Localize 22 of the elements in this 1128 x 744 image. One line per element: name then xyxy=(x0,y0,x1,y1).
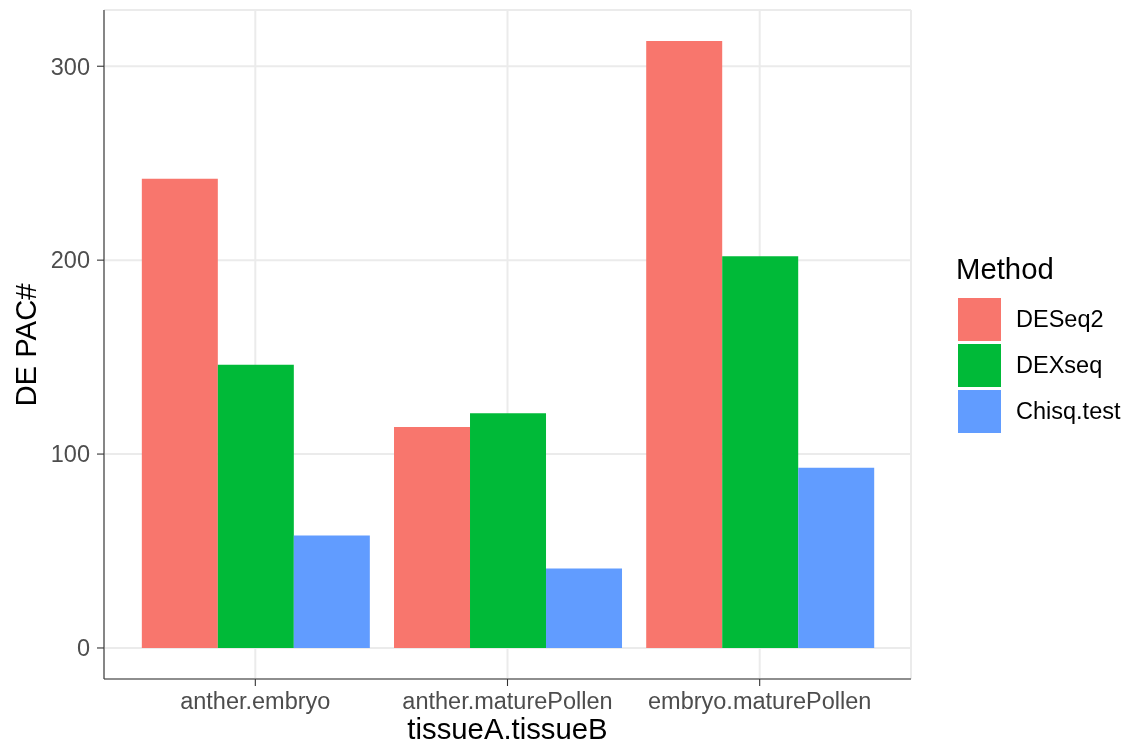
legend-title: Method xyxy=(956,252,1055,287)
y-axis-title: DE PAC# xyxy=(9,282,43,407)
bar xyxy=(798,467,875,648)
bar xyxy=(546,568,623,648)
x-axis-title: tissueA.tissueB xyxy=(407,712,608,744)
x-tick-label: anther.maturePollen xyxy=(402,687,613,714)
bar xyxy=(722,256,799,648)
bar xyxy=(646,41,723,648)
legend-label: DESeq2 xyxy=(1016,305,1104,332)
x-tick-label: anther.embryo xyxy=(180,687,331,714)
y-tick-label: 200 xyxy=(50,247,90,274)
bar xyxy=(394,426,471,648)
y-tick-label: 100 xyxy=(50,441,90,468)
bar xyxy=(293,535,370,648)
legend-label: Chisq.test xyxy=(1016,397,1121,424)
x-tick-label: embryo.maturePollen xyxy=(648,687,872,714)
bar xyxy=(470,413,547,648)
bar xyxy=(217,364,294,648)
legend-label: DEXseq xyxy=(1016,351,1103,378)
y-tick-label: 0 xyxy=(76,635,90,662)
bar xyxy=(141,178,218,648)
y-tick-label: 300 xyxy=(50,53,90,80)
